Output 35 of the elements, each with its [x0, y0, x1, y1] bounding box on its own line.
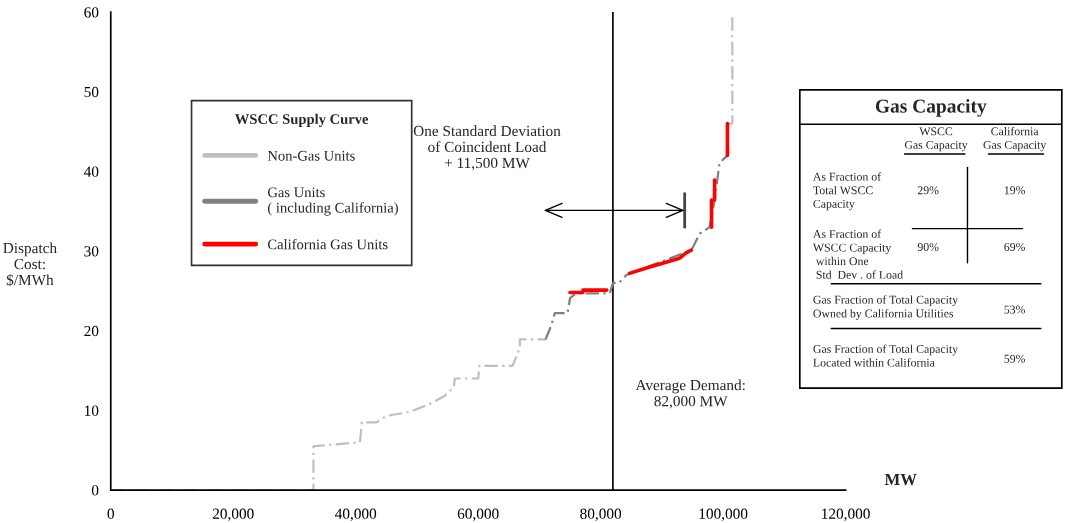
y-tick-label: 0 — [91, 485, 99, 496]
text: 59% — [1004, 354, 1026, 363]
x-tick-label: 20,000 — [212, 508, 254, 522]
x-tick-label: 40,000 — [335, 508, 377, 522]
annotation: As Fraction of Total WSCC Capacity — [813, 172, 882, 211]
text: 29% — [917, 186, 939, 195]
text: 19% — [1004, 186, 1026, 195]
annotation: As Fraction of WSCC Capacity within One Std Dev . of Load — [812, 229, 903, 279]
y-tick-label: 60 — [84, 7, 99, 18]
legend-label: Non-Gas Units — [267, 150, 355, 161]
x-tick-label: 120,000 — [822, 508, 870, 522]
text: California Gas Capacity — [983, 126, 1047, 152]
legend-label: Gas Units ( including California) — [267, 187, 398, 216]
annotation: Gas Fraction of Total Capacity Owned by California Utilities — [813, 295, 959, 320]
text: Gas Capacity — [875, 99, 987, 117]
x-tick-label: 60,000 — [457, 508, 499, 522]
y-tick-label: 30 — [84, 246, 99, 257]
legend-label: California Gas Units — [267, 238, 388, 250]
legend-title: WSCC Supply Curve — [234, 113, 369, 127]
x-tick-label: 0 — [107, 508, 114, 519]
text: WSCC Gas Capacity — [904, 127, 968, 152]
x-axis-title: MW — [884, 473, 917, 486]
y-tick-label: 40 — [83, 166, 99, 177]
text: 53% — [1004, 305, 1026, 314]
y-axis-title: Dispatch Cost: $/MWh — [3, 242, 57, 287]
text: 90% — [917, 242, 939, 251]
text: 69% — [1004, 242, 1026, 251]
ref-line-label: Average Demand: 82,000 MW — [635, 379, 745, 409]
annotation: Gas Fraction of Total Capacity Located within California — [813, 344, 959, 367]
y-tick-label: 50 — [84, 86, 99, 98]
x-tick-label: 100,000 — [699, 508, 748, 522]
annotation: One Standard Deviation of Coincident Load + 11,500 MW — [413, 125, 561, 171]
y-tick-label: 10 — [85, 405, 99, 416]
x-tick-label: 80,000 — [580, 508, 622, 522]
y-tick-label: 20 — [84, 325, 99, 337]
